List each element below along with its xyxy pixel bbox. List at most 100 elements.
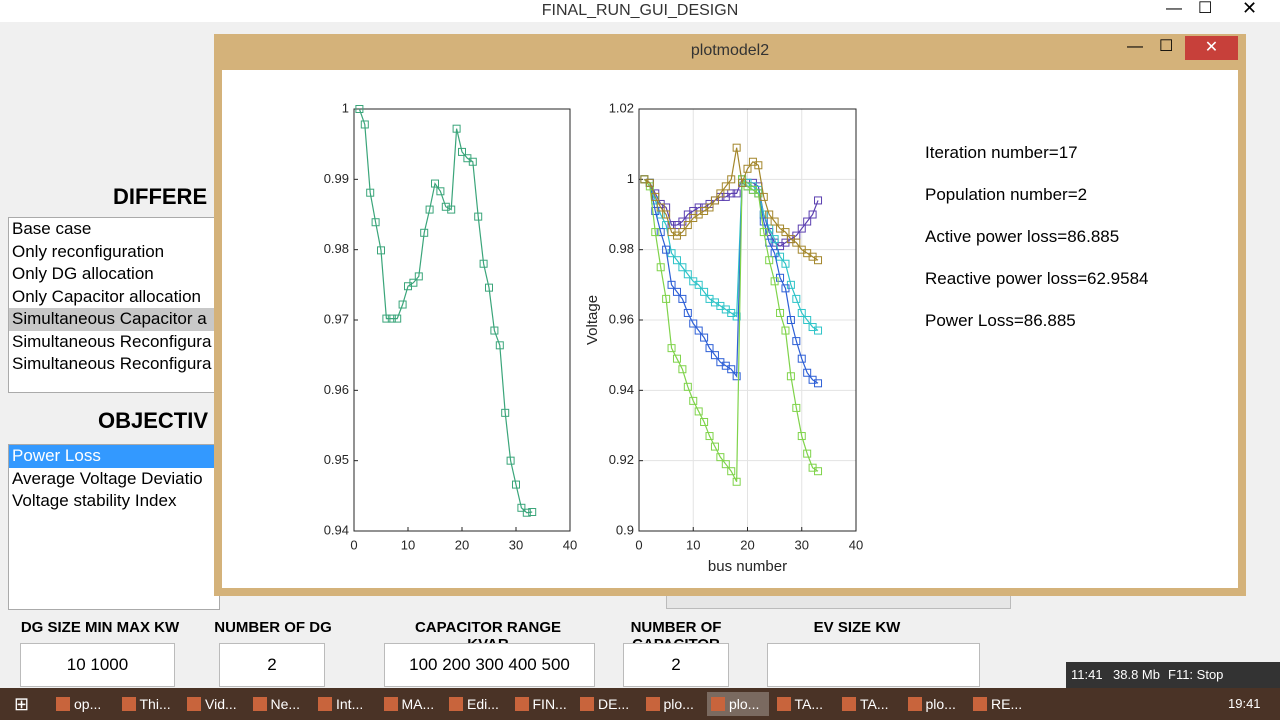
taskbar-item[interactable]: Int... bbox=[314, 692, 376, 716]
objective-list[interactable]: Power Loss Average Voltage Deviatio Voltag… bbox=[8, 444, 220, 610]
taskbar-item[interactable]: Ne... bbox=[249, 692, 311, 716]
marker bbox=[452, 124, 461, 133]
marker bbox=[770, 277, 779, 286]
x-tick-label: 10 bbox=[401, 537, 415, 552]
marker bbox=[700, 417, 709, 426]
taskbar-item[interactable]: DE... bbox=[576, 692, 638, 716]
marker bbox=[700, 333, 709, 342]
y-tick-label: 0.92 bbox=[609, 452, 634, 467]
marker bbox=[732, 372, 741, 381]
marker bbox=[716, 189, 725, 198]
field-label: NUMBER OF bbox=[630, 619, 722, 635]
minimize-button[interactable]: — bbox=[1166, 0, 1182, 17]
x-tick-label: 20 bbox=[455, 537, 469, 552]
marker bbox=[656, 228, 665, 237]
list-item[interactable]: Base case bbox=[12, 219, 92, 238]
list-item[interactable]: Only Capacitor allocation bbox=[12, 286, 201, 306]
text-input[interactable]: 2 bbox=[623, 643, 729, 687]
x-tick-label: 0 bbox=[350, 537, 357, 552]
marker bbox=[803, 368, 812, 377]
marker bbox=[425, 205, 434, 214]
list-item[interactable]: Power Loss bbox=[9, 445, 219, 468]
marker bbox=[781, 326, 790, 335]
taskbar-item[interactable]: Edi... bbox=[445, 692, 507, 716]
list-item[interactable]: Simultaneous Reconfigura bbox=[12, 331, 212, 351]
marker bbox=[797, 432, 806, 441]
text-input[interactable]: 100 200 300 400 500 bbox=[384, 643, 595, 687]
marker bbox=[662, 294, 671, 303]
plot-area: 0.94 0.95 0.96 0.97 0.98 0.99 1 0 10 20 30 40 0.9 0.9… bbox=[222, 70, 1238, 588]
taskbar-item[interactable]: plo... bbox=[904, 692, 966, 716]
maximize-button[interactable]: ☐ bbox=[1159, 38, 1174, 55]
marker bbox=[781, 284, 790, 293]
y-tick-label: 0.96 bbox=[609, 311, 634, 326]
marker bbox=[479, 259, 488, 268]
marker bbox=[710, 351, 719, 360]
list-item[interactable]: Average Voltage Deviatio bbox=[12, 468, 203, 488]
marker bbox=[781, 259, 790, 268]
marker bbox=[441, 202, 450, 211]
marker bbox=[732, 477, 741, 486]
marker bbox=[743, 164, 752, 173]
method-list[interactable]: Base case Only reconfiguration Only DG all… bbox=[8, 217, 220, 393]
marker bbox=[797, 354, 806, 363]
x-axis-label: bus number bbox=[708, 558, 787, 575]
taskbar-item[interactable]: Vid... bbox=[183, 692, 245, 716]
taskbar-item[interactable]: op... bbox=[52, 692, 114, 716]
taskbar-item[interactable]: plo... bbox=[642, 692, 704, 716]
info-text: Reactive power loss=62.9584 bbox=[925, 269, 1149, 288]
marker bbox=[678, 294, 687, 303]
marker bbox=[355, 105, 364, 113]
marker bbox=[656, 203, 665, 212]
marker bbox=[645, 178, 654, 187]
y-tick-label: 0.97 bbox=[324, 311, 349, 326]
taskbar-item[interactable]: TA... bbox=[838, 692, 900, 716]
taskbar-item[interactable]: MA... bbox=[380, 692, 442, 716]
marker bbox=[792, 238, 801, 247]
text-input[interactable] bbox=[767, 643, 980, 687]
y-tick-label: 1 bbox=[342, 100, 349, 115]
text-input[interactable]: 2 bbox=[219, 643, 325, 687]
field-label: NUMBER OF DG bbox=[214, 619, 332, 635]
taskbar-item[interactable]: Thi... bbox=[118, 692, 180, 716]
list-item[interactable]: Simultaneous Capacitor a bbox=[9, 308, 219, 331]
start-button[interactable]: ⊞ bbox=[14, 694, 30, 714]
close-button[interactable]: ✕ bbox=[1242, 0, 1258, 18]
marker bbox=[371, 218, 380, 227]
axes-box bbox=[353, 108, 571, 532]
taskbar-item[interactable]: RE... bbox=[969, 692, 1031, 716]
taskbar-item[interactable]: FIN... bbox=[511, 692, 573, 716]
maximize-button[interactable]: ☐ bbox=[1198, 0, 1213, 17]
marker bbox=[814, 256, 823, 265]
marker bbox=[409, 278, 418, 287]
marker bbox=[705, 432, 714, 441]
y-tick-label: 0.98 bbox=[324, 241, 349, 256]
marker bbox=[759, 228, 768, 237]
marker bbox=[797, 308, 806, 317]
taskbar-item[interactable]: plo... bbox=[707, 692, 769, 716]
y-tick-label: 0.98 bbox=[609, 241, 634, 256]
marker bbox=[727, 365, 736, 374]
minimize-button[interactable]: — bbox=[1127, 38, 1143, 55]
marker bbox=[814, 379, 823, 388]
marker bbox=[517, 503, 526, 512]
close-button[interactable]: ✕ bbox=[1185, 36, 1238, 60]
list-item[interactable]: Voltage stability Index bbox=[12, 491, 177, 510]
marker bbox=[797, 224, 806, 233]
text-input[interactable]: 10 1000 bbox=[20, 643, 175, 687]
marker bbox=[382, 314, 391, 323]
list-item[interactable]: Simultaneous Reconfigura bbox=[12, 354, 212, 373]
marker bbox=[732, 143, 741, 152]
x-tick-label: 40 bbox=[563, 537, 577, 552]
marker bbox=[814, 467, 823, 476]
list-item[interactable]: Only reconfiguration bbox=[12, 241, 165, 261]
marker bbox=[808, 210, 817, 219]
heading: DIFFERE bbox=[113, 184, 208, 209]
marker bbox=[792, 403, 801, 412]
main-title-bar: FINAL_RUN_GUI_DESIGN — ☐ ✕ bbox=[0, 0, 1280, 22]
list-item[interactable]: Only DG allocation bbox=[12, 264, 154, 283]
marker bbox=[786, 316, 795, 324]
taskbar-item[interactable]: TA... bbox=[773, 692, 835, 716]
marker bbox=[754, 161, 763, 170]
